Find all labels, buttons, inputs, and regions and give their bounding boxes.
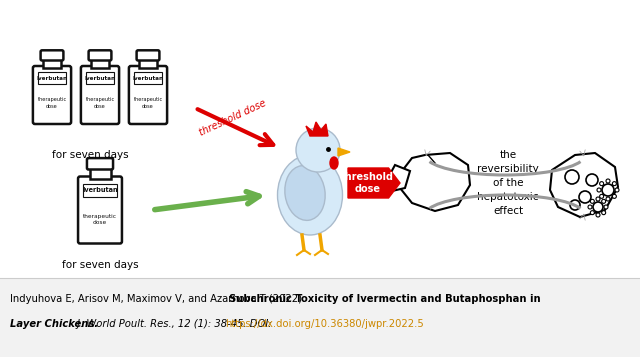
Circle shape [596, 213, 600, 217]
Ellipse shape [285, 166, 325, 220]
Circle shape [590, 211, 595, 215]
Circle shape [602, 211, 605, 215]
Circle shape [606, 179, 610, 183]
Text: threshold
dose: threshold dose [341, 172, 394, 194]
Text: Indyuhova E, Arisov M, Maximov V, and Azarnova T (2022).: Indyuhova E, Arisov M, Maximov V, and Az… [10, 294, 308, 304]
Polygon shape [550, 153, 618, 217]
FancyBboxPatch shape [33, 66, 71, 124]
Circle shape [593, 202, 603, 212]
Text: Subchronic Toxicity of Ivermectin and Butaphosphan in: Subchronic Toxicity of Ivermectin and Bu… [230, 294, 541, 304]
Polygon shape [0, 278, 640, 357]
Circle shape [602, 199, 605, 203]
Circle shape [602, 184, 614, 196]
Text: https://dx.doi.org/10.36380/jwpr.2022.5: https://dx.doi.org/10.36380/jwpr.2022.5 [225, 319, 424, 329]
Text: Iverbutan: Iverbutan [132, 76, 164, 81]
Polygon shape [83, 183, 117, 197]
Text: therapeutic
dose: therapeutic dose [37, 97, 67, 109]
Text: therapeutic
dose: therapeutic dose [83, 214, 117, 225]
Polygon shape [38, 72, 66, 84]
Circle shape [596, 197, 600, 201]
Circle shape [597, 188, 601, 192]
Polygon shape [400, 153, 470, 211]
Text: Layer Chickens.: Layer Chickens. [10, 319, 98, 329]
Polygon shape [306, 122, 328, 136]
Circle shape [612, 182, 616, 186]
FancyBboxPatch shape [88, 50, 111, 60]
Text: for seven days: for seven days [52, 150, 128, 160]
Circle shape [588, 205, 592, 209]
Text: Iverbutan: Iverbutan [82, 187, 118, 193]
Ellipse shape [330, 157, 338, 169]
Polygon shape [86, 72, 114, 84]
Text: Iverbutan: Iverbutan [84, 76, 116, 81]
FancyBboxPatch shape [87, 158, 113, 170]
Text: for seven days: for seven days [61, 260, 138, 270]
FancyBboxPatch shape [129, 66, 167, 124]
Circle shape [600, 182, 604, 186]
Polygon shape [388, 165, 410, 191]
Circle shape [565, 170, 579, 184]
Circle shape [612, 194, 616, 198]
Text: the
reversibility
of the
hepatotoxic
effect: the reversibility of the hepatotoxic eff… [477, 150, 539, 216]
Polygon shape [90, 168, 111, 178]
Circle shape [600, 194, 604, 198]
FancyBboxPatch shape [40, 50, 63, 60]
FancyBboxPatch shape [81, 66, 119, 124]
Circle shape [615, 188, 619, 192]
Circle shape [604, 205, 608, 209]
Ellipse shape [278, 155, 342, 235]
Circle shape [296, 128, 340, 172]
Circle shape [570, 200, 580, 210]
Text: therapeutic
dose: therapeutic dose [133, 97, 163, 109]
Text: Iverbutan: Iverbutan [36, 76, 68, 81]
Polygon shape [338, 148, 350, 156]
Polygon shape [43, 59, 61, 68]
FancyBboxPatch shape [78, 176, 122, 243]
Polygon shape [139, 59, 157, 68]
Circle shape [606, 197, 610, 201]
Circle shape [586, 174, 598, 186]
Polygon shape [134, 72, 162, 84]
Circle shape [579, 191, 591, 203]
FancyBboxPatch shape [136, 50, 159, 60]
Text: J. World Poult. Res., 12 (1): 38-45. DOI:: J. World Poult. Res., 12 (1): 38-45. DOI… [74, 319, 275, 329]
Text: therapeutic
dose: therapeutic dose [85, 97, 115, 109]
Circle shape [590, 199, 595, 203]
Polygon shape [91, 59, 109, 68]
Text: threshold dose: threshold dose [198, 98, 268, 138]
Polygon shape [348, 168, 400, 198]
